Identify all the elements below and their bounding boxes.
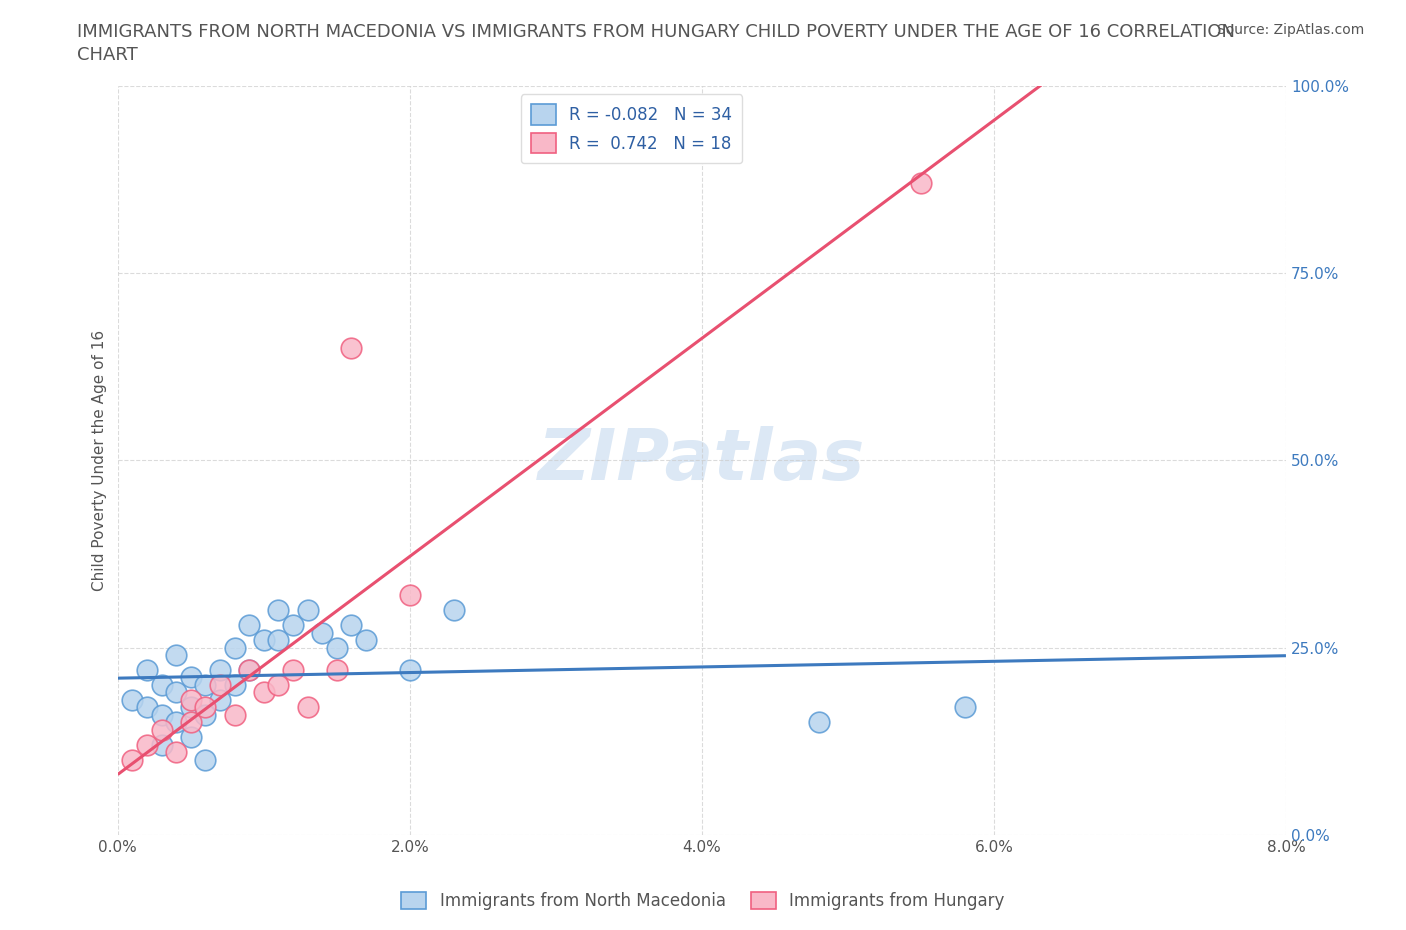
Text: IMMIGRANTS FROM NORTH MACEDONIA VS IMMIGRANTS FROM HUNGARY CHILD POVERTY UNDER T: IMMIGRANTS FROM NORTH MACEDONIA VS IMMIG… [77, 23, 1236, 41]
Text: CHART: CHART [77, 46, 138, 64]
Point [121, 752, 143, 767]
Point [297, 603, 319, 618]
Point [910, 176, 932, 191]
Point [150, 737, 173, 752]
Y-axis label: Child Poverty Under the Age of 16: Child Poverty Under the Age of 16 [93, 330, 107, 591]
Point [326, 640, 349, 655]
Point [150, 708, 173, 723]
Point [180, 700, 202, 715]
Point [136, 662, 159, 677]
Point [281, 618, 304, 632]
Point [180, 715, 202, 730]
Point [165, 715, 187, 730]
Point [398, 662, 420, 677]
Point [311, 625, 333, 640]
Point [253, 632, 276, 647]
Point [194, 752, 217, 767]
Point [208, 693, 231, 708]
Point [224, 708, 246, 723]
Point [224, 678, 246, 693]
Point [253, 685, 276, 700]
Point [165, 647, 187, 662]
Point [267, 678, 290, 693]
Point [238, 618, 260, 632]
Point [326, 662, 349, 677]
Point [238, 662, 260, 677]
Point [136, 737, 159, 752]
Point [165, 685, 187, 700]
Point [281, 662, 304, 677]
Point [136, 700, 159, 715]
Point [297, 700, 319, 715]
Point [267, 603, 290, 618]
Point [194, 678, 217, 693]
Point [807, 715, 830, 730]
Point [150, 723, 173, 737]
Point [180, 670, 202, 684]
Point [180, 693, 202, 708]
Point [165, 745, 187, 760]
Point [398, 588, 420, 603]
Point [238, 662, 260, 677]
Point [340, 340, 363, 355]
Legend: Immigrants from North Macedonia, Immigrants from Hungary: Immigrants from North Macedonia, Immigra… [395, 885, 1011, 917]
Text: Source: ZipAtlas.com: Source: ZipAtlas.com [1216, 23, 1364, 37]
Point [208, 662, 231, 677]
Point [224, 640, 246, 655]
Point [354, 632, 377, 647]
Point [194, 700, 217, 715]
Text: ZIPatlas: ZIPatlas [538, 426, 866, 495]
Point [208, 678, 231, 693]
Point [194, 708, 217, 723]
Point [953, 700, 976, 715]
Legend: R = -0.082   N = 34, R =  0.742   N = 18: R = -0.082 N = 34, R = 0.742 N = 18 [522, 95, 742, 164]
Point [443, 603, 465, 618]
Point [121, 693, 143, 708]
Point [180, 730, 202, 745]
Point [340, 618, 363, 632]
Point [267, 632, 290, 647]
Point [150, 678, 173, 693]
